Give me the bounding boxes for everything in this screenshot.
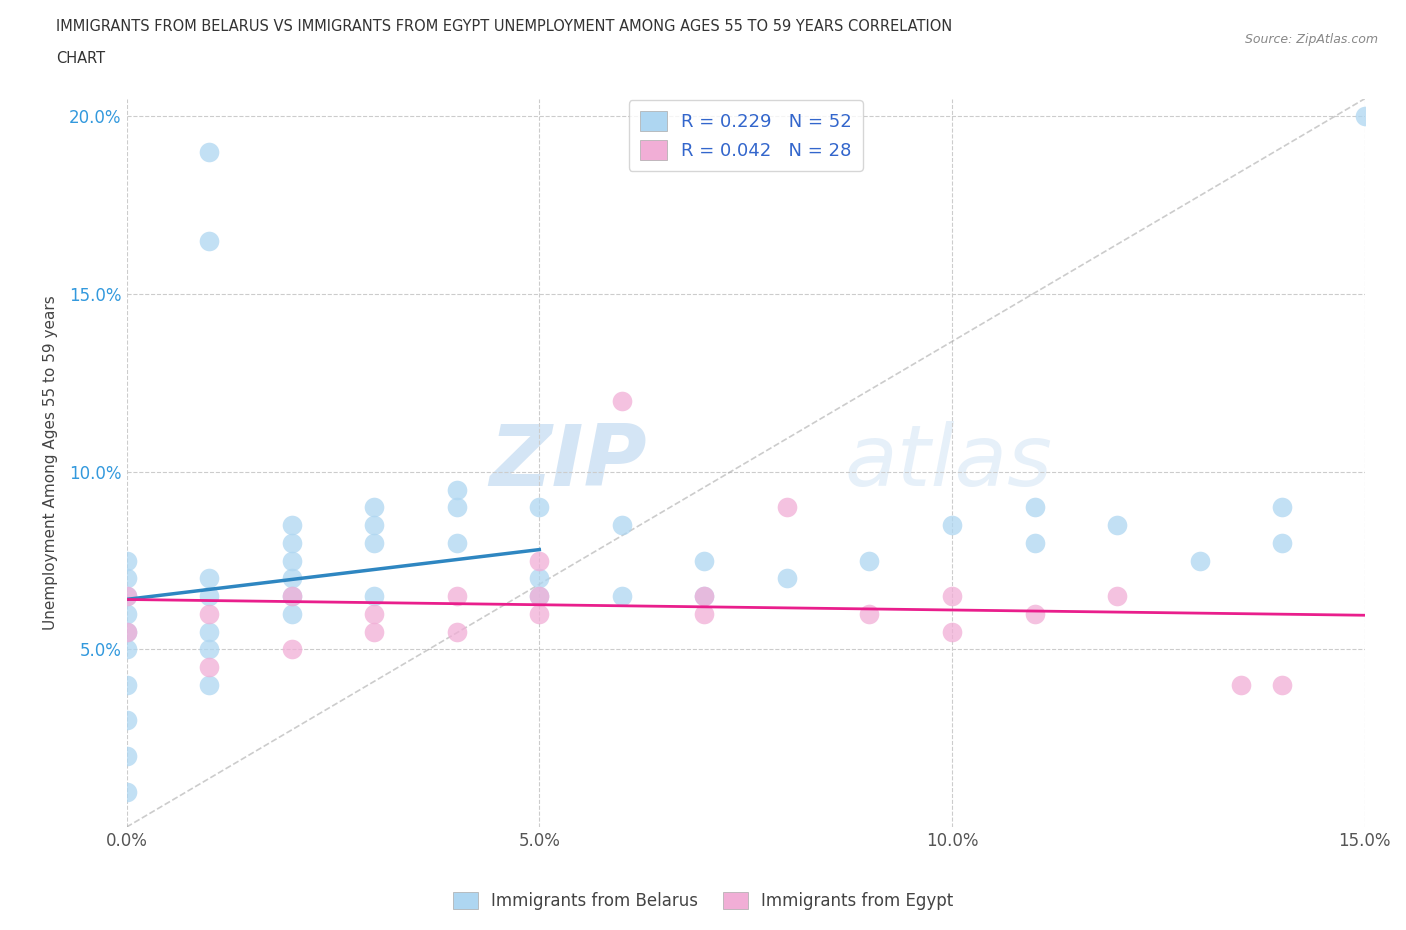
Point [115, 624, 138, 639]
Point [693, 606, 716, 621]
Text: atlas: atlas [845, 421, 1053, 504]
Point [198, 571, 221, 586]
Point [529, 589, 551, 604]
Legend: Immigrants from Belarus, Immigrants from Egypt: Immigrants from Belarus, Immigrants from… [446, 885, 960, 917]
Point [363, 518, 385, 533]
Point [529, 589, 551, 604]
Point [280, 606, 302, 621]
Text: IMMIGRANTS FROM BELARUS VS IMMIGRANTS FROM EGYPT UNEMPLOYMENT AMONG AGES 55 TO 5: IMMIGRANTS FROM BELARUS VS IMMIGRANTS FR… [56, 19, 952, 33]
Point [115, 589, 138, 604]
Point [115, 553, 138, 568]
Point [610, 589, 633, 604]
Point [941, 518, 963, 533]
Text: CHART: CHART [56, 51, 105, 66]
Point [1354, 109, 1376, 124]
Point [280, 642, 302, 657]
Point [446, 536, 468, 551]
Point [363, 589, 385, 604]
Point [198, 144, 221, 159]
Point [198, 642, 221, 657]
Text: Source: ZipAtlas.com: Source: ZipAtlas.com [1244, 33, 1378, 46]
Point [115, 677, 138, 692]
Legend: R = 0.229   N = 52, R = 0.042   N = 28: R = 0.229 N = 52, R = 0.042 N = 28 [628, 100, 863, 171]
Point [115, 784, 138, 799]
Point [280, 536, 302, 551]
Point [115, 624, 138, 639]
Point [363, 606, 385, 621]
Point [198, 233, 221, 248]
Point [1188, 553, 1211, 568]
Point [198, 624, 221, 639]
Point [610, 393, 633, 408]
Point [693, 589, 716, 604]
Y-axis label: Unemployment Among Ages 55 to 59 years: Unemployment Among Ages 55 to 59 years [44, 296, 58, 631]
Point [1230, 677, 1253, 692]
Point [1024, 606, 1046, 621]
Point [1024, 499, 1046, 514]
Point [610, 518, 633, 533]
Point [198, 659, 221, 674]
Point [446, 482, 468, 497]
Point [693, 589, 716, 604]
Point [363, 499, 385, 514]
Point [198, 589, 221, 604]
Point [529, 606, 551, 621]
Point [858, 606, 880, 621]
Point [115, 571, 138, 586]
Point [115, 749, 138, 764]
Point [280, 589, 302, 604]
Point [198, 606, 221, 621]
Point [1271, 536, 1294, 551]
Point [1107, 518, 1129, 533]
Point [115, 589, 138, 604]
Point [776, 571, 799, 586]
Point [446, 499, 468, 514]
Point [693, 553, 716, 568]
Point [280, 571, 302, 586]
Point [1024, 536, 1046, 551]
Text: ZIP: ZIP [489, 421, 647, 504]
Point [776, 499, 799, 514]
Point [280, 518, 302, 533]
Point [446, 624, 468, 639]
Point [280, 553, 302, 568]
Point [363, 536, 385, 551]
Point [115, 606, 138, 621]
Point [529, 571, 551, 586]
Point [1271, 499, 1294, 514]
Point [1271, 677, 1294, 692]
Point [198, 677, 221, 692]
Point [446, 589, 468, 604]
Point [941, 624, 963, 639]
Point [363, 624, 385, 639]
Point [115, 713, 138, 728]
Point [1107, 589, 1129, 604]
Point [529, 553, 551, 568]
Point [858, 553, 880, 568]
Point [941, 589, 963, 604]
Point [115, 642, 138, 657]
Point [280, 589, 302, 604]
Point [529, 499, 551, 514]
